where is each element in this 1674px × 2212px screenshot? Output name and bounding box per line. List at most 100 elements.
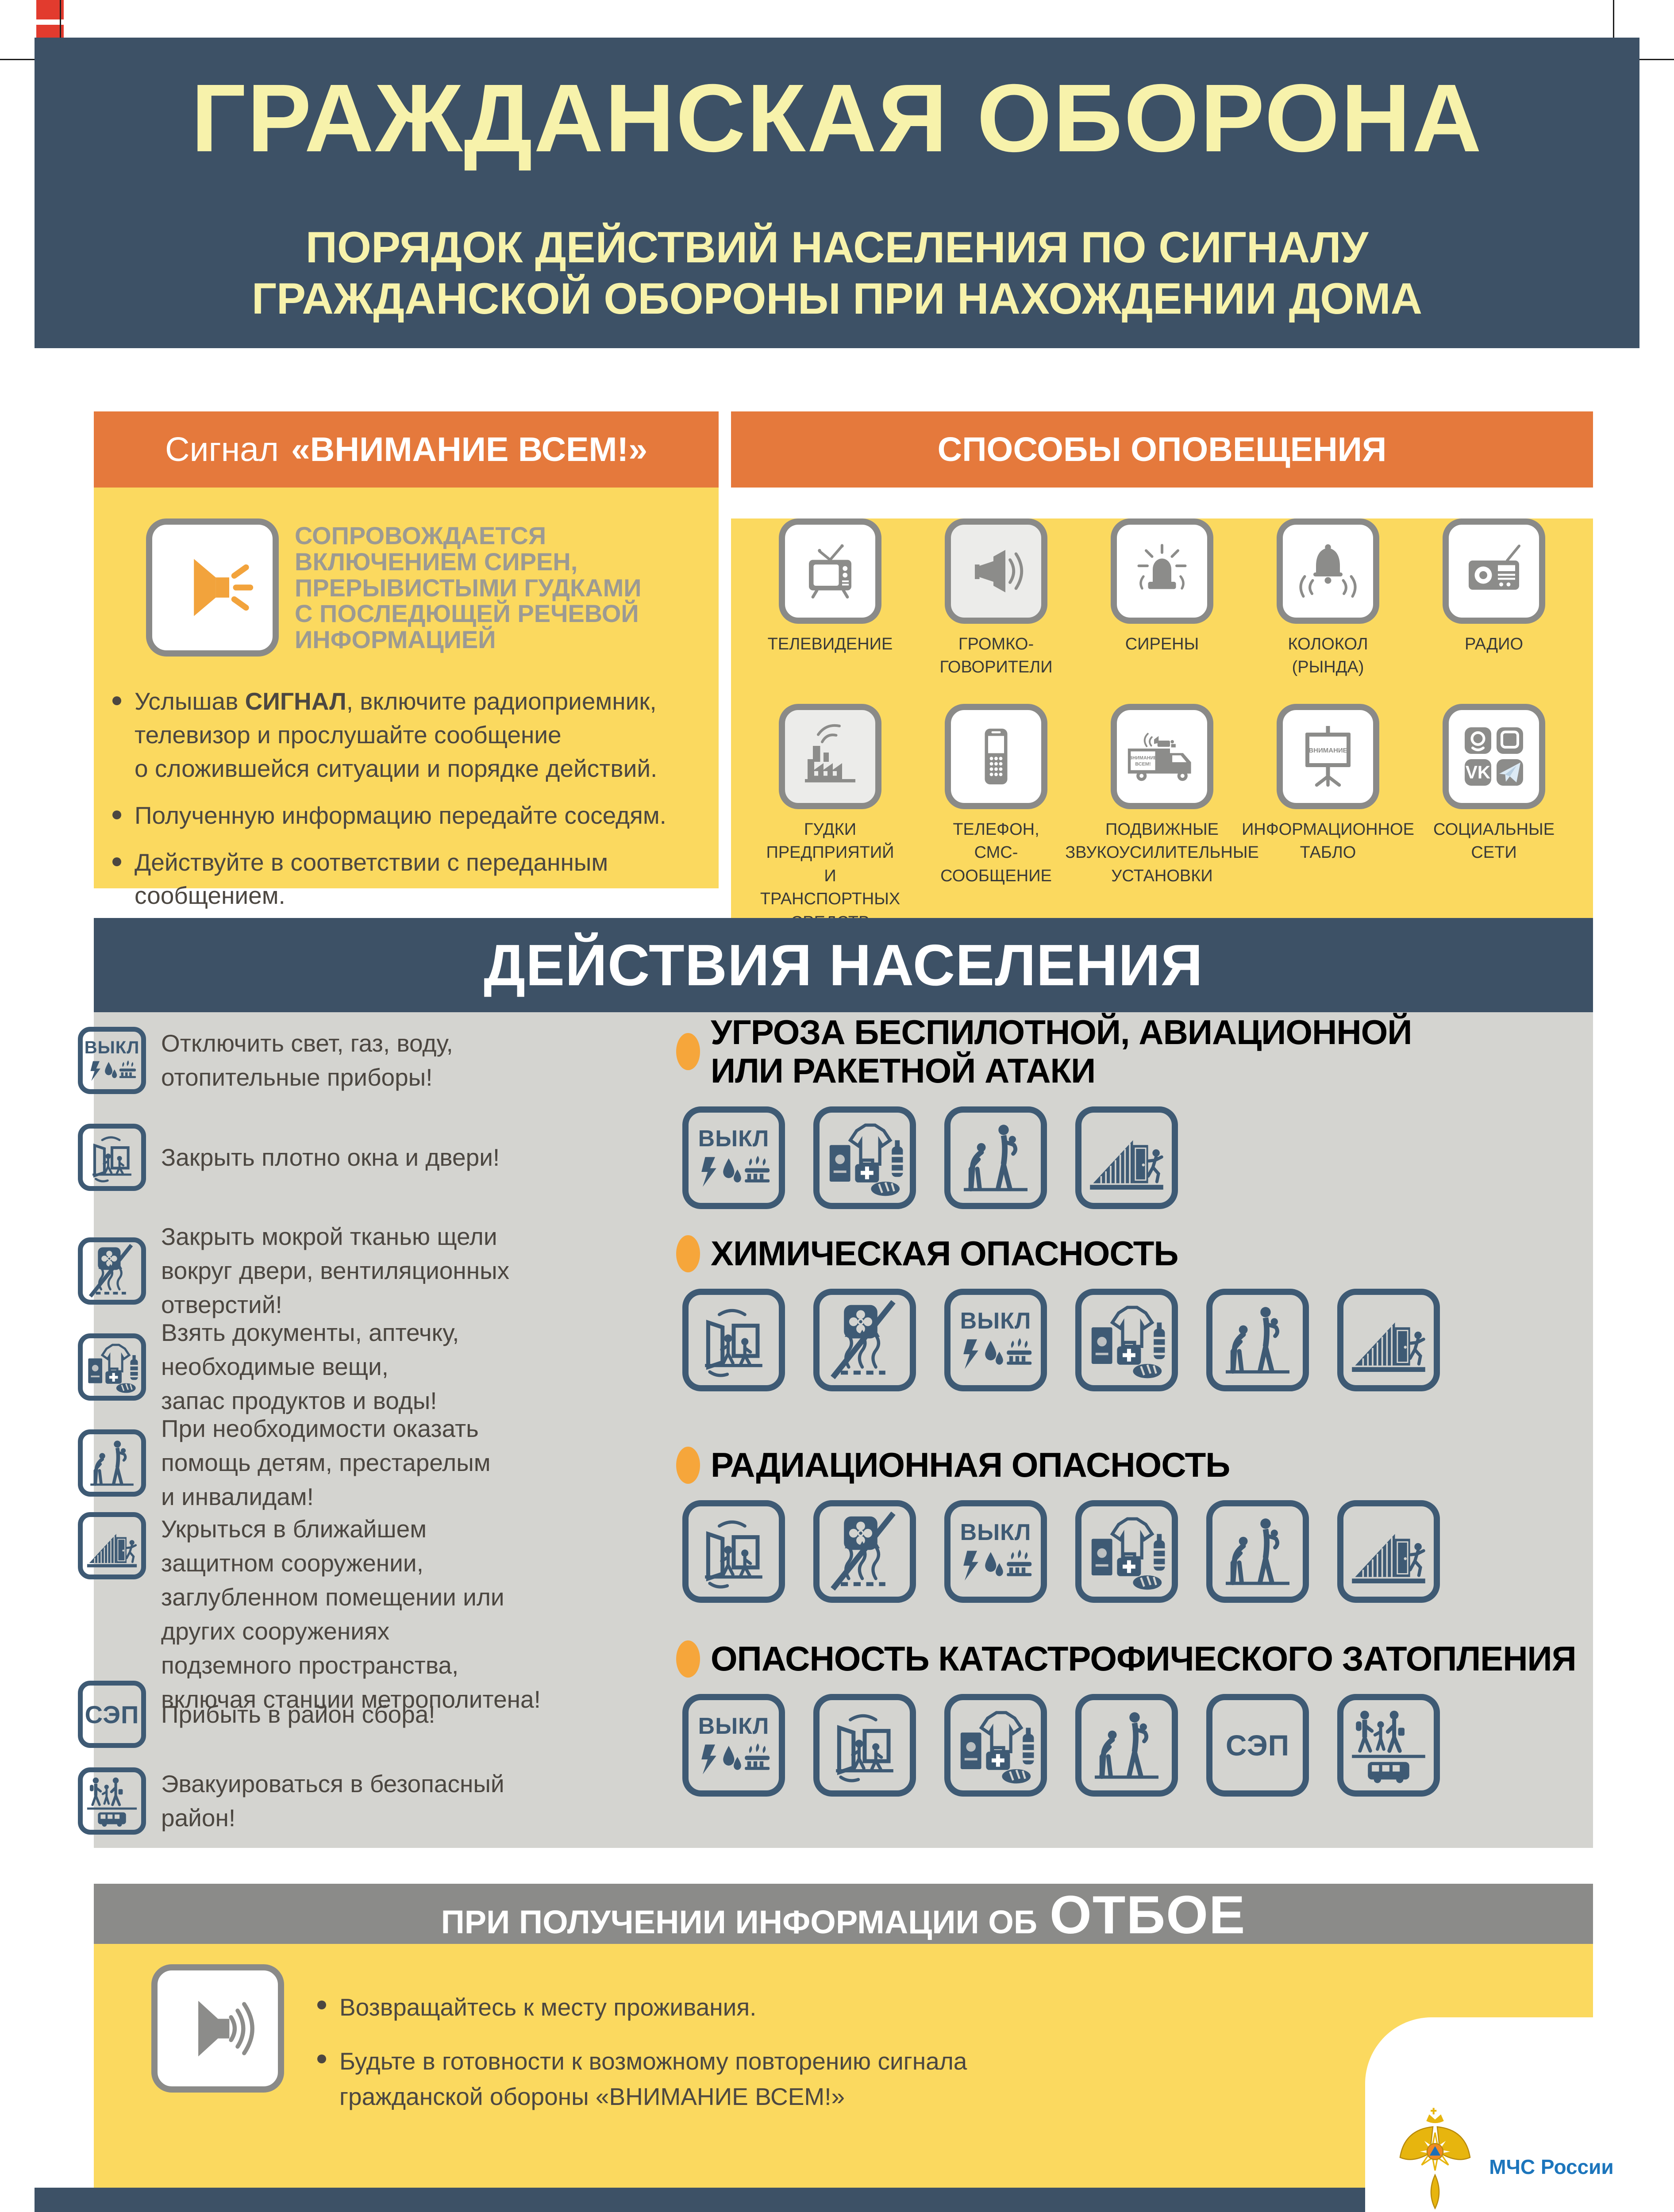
action-item-seal-vents: Закрыть мокрой тканью щели вокруг двери,… (78, 1220, 640, 1322)
assist-people-icon (1075, 1694, 1178, 1797)
action-item-power-off: ВЫКЛ Отключить свет, газ, воду, отопител… (78, 1026, 640, 1094)
sep-icon: СЭП (78, 1681, 146, 1748)
close-windows-icon (78, 1124, 146, 1191)
take-shelter-icon (1337, 1289, 1440, 1392)
notify-item-label: ГРОМКО- ГОВОРИТЕЛИ (939, 635, 1053, 677)
action-item-text: При необходимости оказать помощь детям, … (161, 1415, 491, 1510)
evacuate-icon (1337, 1694, 1440, 1797)
notify-item-label: ТЕЛЕФОН, СМС-СООБЩЕНИЕ (940, 820, 1052, 885)
scenario-title: РАДИАЦИОННАЯ ОПАСНОСТЬ (711, 1445, 1230, 1484)
power-off-icon: ВЫКЛ (682, 1106, 785, 1209)
svg-text:ВНИМАНИЕ: ВНИМАНИЕ (1129, 755, 1157, 760)
signal-bullet-list: Услышав СИГНАЛ, включите радиоприемник, … (112, 685, 697, 913)
action-item-text: Взять документы, аптечку, необходимые ве… (161, 1319, 459, 1414)
close-windows-icon (682, 1500, 785, 1603)
info-board-icon: ВНИМАНИЕ (1305, 726, 1351, 787)
action-item-text: Укрыться в ближайшем защитном сооружении… (161, 1515, 541, 1713)
assist-people-icon (1206, 1289, 1309, 1392)
evacuate-icon (78, 1767, 146, 1835)
list-item: Действуйте в соответствии с переданным с… (112, 846, 697, 913)
notify-item-loudspeakers: ГРОМКО- ГОВОРИТЕЛИ (939, 518, 1053, 679)
action-item-close-windows: Закрыть плотно окна и двери! (78, 1124, 640, 1191)
action-item-text: Отключить свет, газ, воду, отопительные … (161, 1029, 453, 1091)
tv-icon (797, 538, 863, 604)
power-off-icon: ВЫКЛ (944, 1289, 1047, 1392)
take-supplies-icon (813, 1106, 916, 1209)
signal-description: СОПРОВОЖДАЕТСЯ ВКЛЮЧЕНИЕМ СИРЕН, ПРЕРЫВИ… (295, 522, 642, 654)
signal-header-emphasis: «ВНИМАНИЕ ВСЕМ!» (291, 430, 648, 469)
signal-panel-body: СОПРОВОЖДАЕТСЯ ВКЛЮЧЕНИЕМ СИРЕН, ПРЕРЫВИ… (94, 488, 719, 909)
notify-item-label: СИРЕНЫ (1125, 635, 1199, 653)
siren-icon (1129, 538, 1195, 604)
list-item: Будьте в готовности к возможному повторе… (317, 2044, 1424, 2115)
emercom-brand-text: МЧС России (1489, 2155, 1614, 2178)
action-item-evacuate: Эвакуироваться в безопасный район! (78, 1767, 640, 1835)
take-shelter-icon (1075, 1106, 1178, 1209)
poster-header: ГРАЖДАНСКАЯ ОБОРОНА ПОРЯДОК ДЕЙСТВИЙ НАС… (35, 38, 1639, 348)
scenario-chemical: ХИМИЧЕСКАЯ ОПАСНОСТЬ ВЫКЛ (676, 1234, 1594, 1392)
crop-mark (1624, 59, 1674, 60)
page-title: ГРАЖДАНСКАЯ ОБОРОНА (191, 65, 1483, 172)
list-item: Возвращайтесь к месту проживания. (317, 1990, 1424, 2025)
alert-speaker-tile (146, 518, 279, 657)
speaker-icon (177, 1988, 259, 2070)
bullet-ellipse-icon (676, 1235, 700, 1272)
scenario-title: ОПАСНОСТЬ КАТАСТРОФИЧЕСКОГО ЗАТОПЛЕНИЯ (711, 1639, 1577, 1678)
allclear-bullet-text: Возвращайтесь к месту проживания. (339, 1993, 757, 2021)
action-item-assist-people: При необходимости оказать помощь детям, … (78, 1412, 640, 1514)
action-item-take-supplies: Взять документы, аптечку, необходимые ве… (78, 1316, 640, 1418)
power-off-icon: ВЫКЛ (682, 1694, 785, 1797)
crop-mark (1613, 0, 1614, 50)
signal-bullet-text: Услышав СИГНАЛ, включите радиоприемник, … (135, 687, 658, 782)
notify-item-social: VK СОЦИАЛЬНЫЕ СЕТИ (1433, 703, 1555, 934)
assist-people-icon (944, 1106, 1047, 1209)
allclear-body: Возвращайтесь к месту проживания. Будьте… (94, 1944, 1593, 2188)
action-item-assembly-point: СЭП Прибыть в район сбора! (78, 1681, 640, 1748)
scenario-title: УГРОЗА БЕСПИЛОТНОЙ, АВИАЦИОННОЙ ИЛИ РАКЕ… (711, 1013, 1412, 1091)
notify-item-label: ТЕЛЕВИДЕНИЕ (767, 635, 893, 653)
svg-text:VK: VK (1466, 762, 1490, 782)
bullet-dot-icon (112, 810, 121, 819)
page-subtitle: ПОРЯДОК ДЕЙСТВИЙ НАСЕЛЕНИЯ ПО СИГНАЛУ ГР… (251, 223, 1423, 323)
take-shelter-icon (1337, 1500, 1440, 1603)
notify-item-label: РАДИО (1464, 635, 1524, 653)
actions-header-text: ДЕЙСТВИЯ НАСЕЛЕНИЯ (484, 933, 1203, 998)
notify-item-label: ПОДВИЖНЫЕ ЗВУКОУСИЛИТЕЛЬНЫЕ УСТАНОВКИ (1065, 820, 1259, 885)
emercom-emblem-icon (1399, 2108, 1471, 2210)
notification-panel-body: ТЕЛЕВИДЕНИЕ ГРОМКО- ГОВОРИТЕЛИ СИРЕНЫ КО… (731, 518, 1593, 932)
sound-van-icon: ВНИМАНИЕ ВСЕМ! (1128, 733, 1191, 781)
assist-people-icon (78, 1429, 146, 1497)
svg-text:ВСЕМ!: ВСЕМ! (1135, 761, 1151, 767)
mobile-phone-icon (963, 723, 1029, 790)
speaker-icon (170, 545, 254, 630)
notify-item-radio: РАДИО (1443, 518, 1545, 679)
notify-item-tv: ТЕЛЕВИДЕНИЕ (768, 518, 893, 679)
bullet-dot-icon (317, 2001, 326, 2009)
close-windows-icon (682, 1289, 785, 1392)
action-item-text: Закрыть плотно окна и двери! (161, 1143, 500, 1171)
svg-text:ВНИМАНИЕ: ВНИМАНИЕ (1308, 747, 1347, 754)
allclear-bullet-list: Возвращайтесь к месту проживания. Будьте… (317, 1971, 1424, 2114)
scenario-air-attack: УГРОЗА БЕСПИЛОТНОЙ, АВИАЦИОННОЙ ИЛИ РАКЕ… (676, 1013, 1594, 1209)
notify-item-factory-horns: ГУДКИ ПРЕДПРИЯТИЙ И ТРАНСПОРТНЫХ СРЕДСТВ (760, 703, 900, 934)
actions-section-header: ДЕЙСТВИЯ НАСЕЛЕНИЯ (94, 918, 1593, 1012)
seal-vents-icon (813, 1289, 916, 1392)
list-item: Услышав СИГНАЛ, включите радиоприемник, … (112, 685, 697, 786)
action-item-text: Прибыть в район сбора! (161, 1700, 435, 1728)
bullet-dot-icon (112, 696, 121, 705)
notify-item-sound-van: ВНИМАНИЕ ВСЕМ! ПОДВИЖНЫЕ ЗВУКОУСИЛИТЕЛЬН… (1065, 703, 1259, 934)
loudspeaker-icon (963, 538, 1029, 604)
factory-horn-icon (797, 723, 863, 790)
allclear-header-emphasis: ОТБОЕ (1050, 1885, 1246, 1945)
assist-people-icon (1206, 1500, 1309, 1603)
notify-item-label: СОЦИАЛЬНЫЕ СЕТИ (1433, 820, 1555, 862)
radio-icon (1461, 538, 1527, 604)
bullet-ellipse-icon (676, 1446, 700, 1484)
signal-header-prefix: Сигнал (165, 430, 279, 469)
social-networks-icon: VK (1465, 727, 1523, 786)
list-item: Полученную информацию передайте соседям. (112, 799, 697, 833)
print-registration-mark (36, 0, 64, 19)
notify-item-info-board: ВНИМАНИЕ ИНФОРМАЦИОННОЕ ТАБЛО (1242, 703, 1414, 934)
bullet-dot-icon (112, 857, 121, 866)
bell-icon (1295, 538, 1361, 604)
